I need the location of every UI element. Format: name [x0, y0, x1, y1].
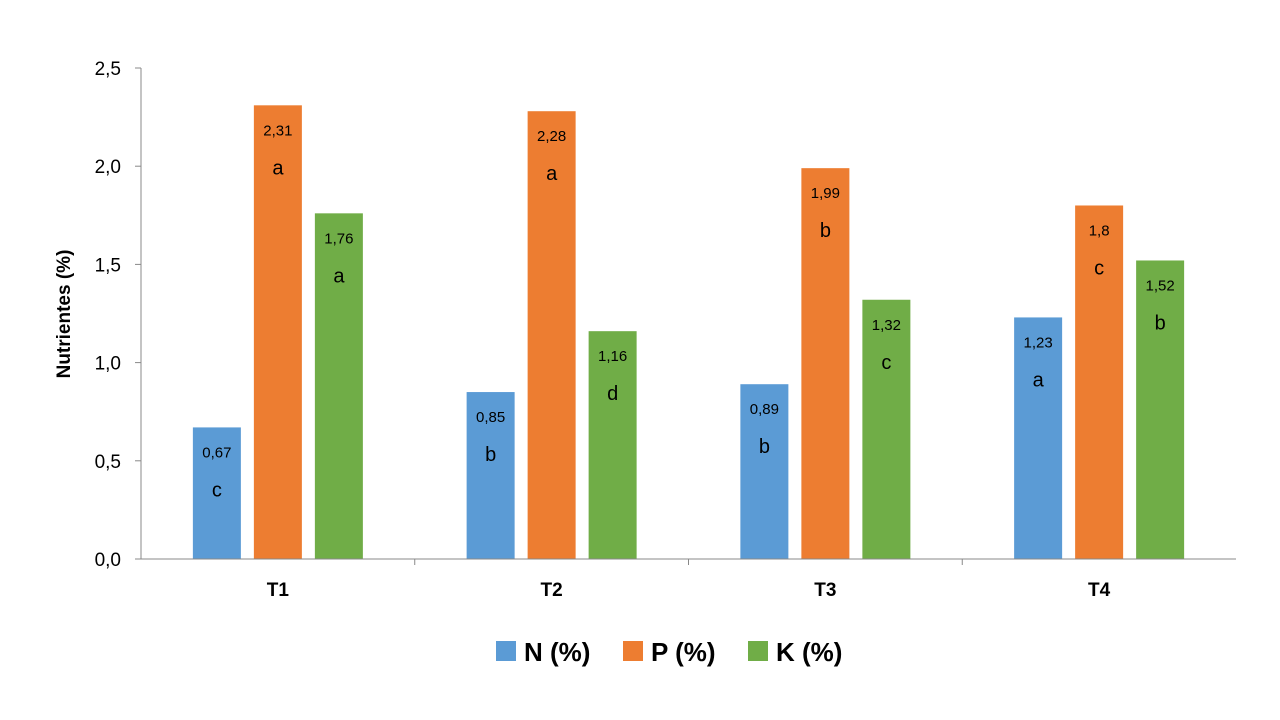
bar-value-label: 0,67 [202, 444, 231, 461]
bars-layer [192, 105, 1185, 560]
y-tick-label: 1,0 [95, 354, 121, 375]
bar [740, 384, 789, 559]
x-tick-label: T1 [267, 580, 290, 601]
bar-value-label: 2,31 [263, 122, 292, 139]
significance-letter: c [212, 479, 222, 501]
bar [466, 392, 515, 559]
legend-label: N (%) [524, 637, 590, 667]
bar-value-label: 1,32 [872, 317, 901, 334]
legend-swatch [748, 641, 768, 661]
x-tick-label: T3 [814, 580, 836, 601]
legend: N (%) P (%) K (%) [496, 637, 842, 667]
y-tick-label: 1,5 [95, 255, 121, 276]
bar-value-label: 1,76 [324, 230, 353, 247]
legend-swatch [623, 641, 643, 661]
bar-value-label: 1,52 [1146, 277, 1175, 294]
bar-value-label: 0,85 [476, 409, 505, 426]
data-labels-layer: 0,67 c 2,31 a 1,76 a 0,85 b 2,28 a 1,16 d 0,89 b 1,99 b… [202, 122, 1174, 501]
x-ticks-layer: T1 T2 T3 T4 [267, 559, 1111, 601]
y-tick-label: 2,5 [95, 59, 121, 80]
bar [1014, 317, 1063, 559]
significance-letter: b [485, 444, 496, 466]
bar-value-label: 1,99 [811, 185, 840, 202]
bar [862, 299, 911, 559]
significance-letter: a [272, 157, 284, 179]
significance-letter: d [607, 383, 618, 405]
bar-value-label: 1,16 [598, 348, 627, 365]
significance-letter: b [820, 220, 831, 242]
bar [527, 111, 576, 559]
x-tick-label: T4 [1088, 580, 1111, 601]
axes-layer [140, 68, 1236, 560]
significance-letter: a [333, 265, 345, 287]
y-tick-label: 0,5 [95, 452, 121, 473]
y-tick-label: 0,0 [95, 550, 121, 571]
y-axis-label: Nutrientes (%) [54, 250, 75, 379]
significance-letter: a [1033, 369, 1045, 391]
y-tick-label: 2,0 [95, 157, 121, 178]
bar [801, 168, 850, 559]
legend-label: P (%) [651, 637, 716, 667]
legend-swatch [496, 641, 516, 661]
legend-label: K (%) [776, 637, 842, 667]
x-tick-label: T2 [541, 580, 563, 601]
significance-letter: c [1094, 257, 1104, 279]
bar [1136, 260, 1185, 559]
bar-value-label: 0,89 [750, 401, 779, 418]
significance-letter: a [546, 163, 558, 185]
significance-letter: c [881, 352, 891, 374]
bar [314, 213, 363, 559]
significance-letter: b [759, 436, 770, 458]
bar-value-label: 1,23 [1024, 334, 1053, 351]
significance-letter: b [1155, 312, 1166, 334]
bar [192, 427, 241, 559]
bar [588, 331, 637, 559]
y-ticks-layer: 0,0 0,5 1,0 1,5 2,0 2,5 [95, 59, 141, 571]
bar [1075, 205, 1124, 560]
bar-value-label: 1,8 [1089, 222, 1110, 239]
bar-value-label: 2,28 [537, 128, 566, 145]
bar [253, 105, 302, 559]
